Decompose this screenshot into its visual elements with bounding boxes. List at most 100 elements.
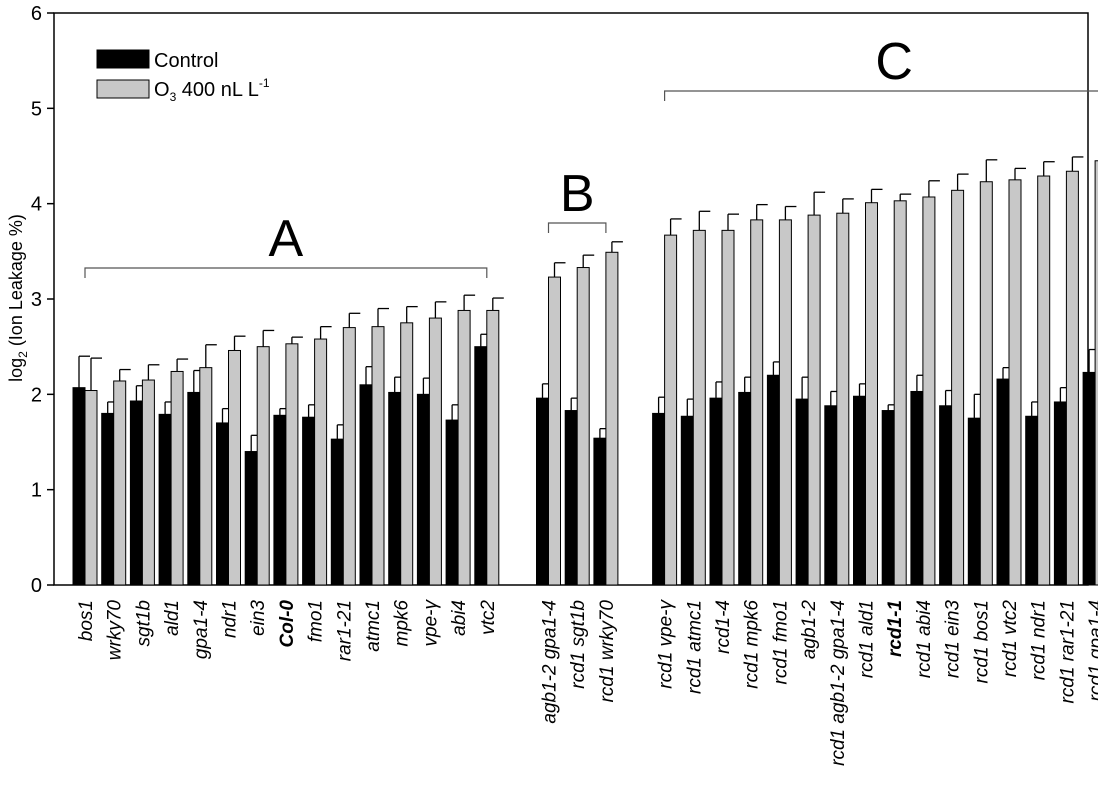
o3-bar bbox=[486, 309, 500, 586]
group-label: C bbox=[875, 33, 913, 91]
o3-bar bbox=[750, 219, 764, 586]
control-bar bbox=[101, 412, 115, 586]
group-label: A bbox=[269, 210, 304, 268]
x-tick-label: rcd1 bos1 bbox=[971, 600, 992, 683]
control-bar bbox=[158, 413, 172, 586]
control-bar bbox=[187, 391, 201, 586]
x-tick-label: fmo1 bbox=[306, 600, 327, 642]
y-tick-label: 0 bbox=[31, 575, 42, 597]
o3-bar bbox=[1065, 170, 1079, 586]
x-tick-label: rcd1 atmc1 bbox=[684, 600, 705, 694]
control-bar bbox=[1025, 415, 1039, 586]
x-tick-label: agb1-2 bbox=[799, 600, 820, 660]
o3-bar bbox=[979, 181, 993, 586]
control-bar bbox=[216, 422, 229, 586]
o3-bar bbox=[170, 370, 184, 586]
o3-bar bbox=[1008, 179, 1022, 586]
y-tick-label: 4 bbox=[31, 194, 42, 216]
x-tick-label: rcd1 rar1-21 bbox=[1057, 600, 1078, 704]
x-tick-label: rcd1 fmo1 bbox=[770, 600, 791, 684]
o3-bar bbox=[314, 338, 328, 586]
group-label: B bbox=[560, 165, 595, 223]
o3-bar bbox=[664, 234, 678, 586]
o3-bar bbox=[113, 380, 127, 586]
control-bar bbox=[1053, 401, 1067, 586]
control-bar bbox=[536, 397, 549, 586]
control-bar bbox=[129, 400, 143, 586]
x-tick-label: abi4 bbox=[449, 600, 470, 636]
control-bar bbox=[416, 393, 430, 586]
x-tick-label: rcd1 sgt1b bbox=[568, 600, 589, 689]
control-bar bbox=[853, 395, 866, 586]
control-bar bbox=[244, 451, 258, 586]
control-bar bbox=[474, 346, 488, 586]
control-bar bbox=[72, 387, 86, 586]
o3-bar bbox=[342, 327, 356, 586]
x-tick-label: rcd1 wrky70 bbox=[597, 600, 618, 703]
x-tick-label: agb1-2 gpa1-4 bbox=[540, 600, 561, 724]
control-bar bbox=[738, 391, 752, 586]
control-bar bbox=[766, 374, 780, 586]
control-bar bbox=[910, 390, 924, 586]
control-bar bbox=[330, 438, 344, 586]
o3-bar bbox=[951, 189, 965, 586]
control-bar bbox=[273, 414, 287, 586]
control-bar bbox=[709, 397, 723, 586]
control-bar bbox=[359, 384, 373, 586]
control-bar bbox=[388, 391, 402, 586]
control-bar bbox=[302, 416, 316, 586]
o3-bar bbox=[692, 229, 706, 586]
group-brackets: A B C bbox=[84, 33, 1098, 278]
o3-bar bbox=[371, 326, 385, 586]
o3-bar bbox=[548, 276, 561, 586]
o3-bar bbox=[922, 196, 936, 586]
o3-bar bbox=[228, 349, 241, 586]
x-tick-label: rcd1 ald1 bbox=[857, 600, 878, 678]
o3-bar bbox=[576, 267, 590, 586]
o3-bar bbox=[893, 200, 907, 586]
o3-bar bbox=[457, 309, 471, 586]
x-tick-label: ein3 bbox=[248, 600, 269, 636]
x-tick-label: rcd1 vtc2 bbox=[1000, 600, 1021, 678]
control-bar bbox=[1082, 371, 1096, 586]
o3-bar bbox=[836, 212, 850, 586]
legend: Control O3 400 nL L-1 bbox=[96, 49, 270, 104]
o3-bar bbox=[400, 322, 414, 586]
x-axis-labels: bos1 wrky70 sgt1b ald1 gpa1-4 ndr1 ein3 Col-0 fm… bbox=[76, 599, 1098, 766]
control-bar bbox=[996, 378, 1010, 586]
control-bar bbox=[564, 410, 578, 586]
x-tick-label: rcd1 ndr1 bbox=[1029, 600, 1050, 680]
o3-bar bbox=[285, 343, 299, 586]
group-bracket bbox=[664, 90, 1098, 101]
control-bar bbox=[680, 415, 694, 586]
control-bar bbox=[593, 437, 607, 586]
legend-label-control: Control bbox=[154, 50, 218, 72]
o3-bar bbox=[807, 214, 821, 586]
x-tick-label: Col-0 bbox=[277, 600, 298, 648]
x-tick-label: rcd1 gpa1-4 bbox=[1086, 600, 1098, 701]
x-tick-label: wrky70 bbox=[105, 600, 126, 661]
y-tick-label: 3 bbox=[31, 289, 42, 311]
y-tick-label: 2 bbox=[31, 384, 42, 406]
o3-bar bbox=[721, 229, 735, 586]
y-tick-label: 1 bbox=[31, 480, 42, 502]
x-tick-label: atmc1 bbox=[363, 600, 384, 652]
o3-bar bbox=[1094, 160, 1098, 586]
x-tick-label: gpa1-4 bbox=[191, 600, 212, 659]
y-axis: 0 1 2 3 4 5 6 bbox=[31, 3, 54, 597]
legend-label-o3: O3 400 nL L-1 bbox=[154, 76, 270, 104]
o3-bar bbox=[428, 317, 442, 586]
x-tick-label: rcd1 ein3 bbox=[943, 600, 964, 679]
o3-bar bbox=[605, 251, 619, 586]
group-bracket bbox=[547, 222, 607, 233]
control-bar bbox=[824, 405, 838, 586]
y-axis-title: log2 (Ion Leakage %) bbox=[6, 214, 30, 382]
o3-bar bbox=[778, 219, 792, 586]
o3-bar bbox=[1037, 175, 1051, 586]
o3-bar bbox=[199, 367, 213, 586]
legend-swatch-o3 bbox=[96, 79, 150, 99]
x-tick-label: rcd1 abi4 bbox=[914, 600, 935, 678]
x-tick-label: bos1 bbox=[76, 600, 97, 641]
control-bar bbox=[967, 417, 981, 586]
